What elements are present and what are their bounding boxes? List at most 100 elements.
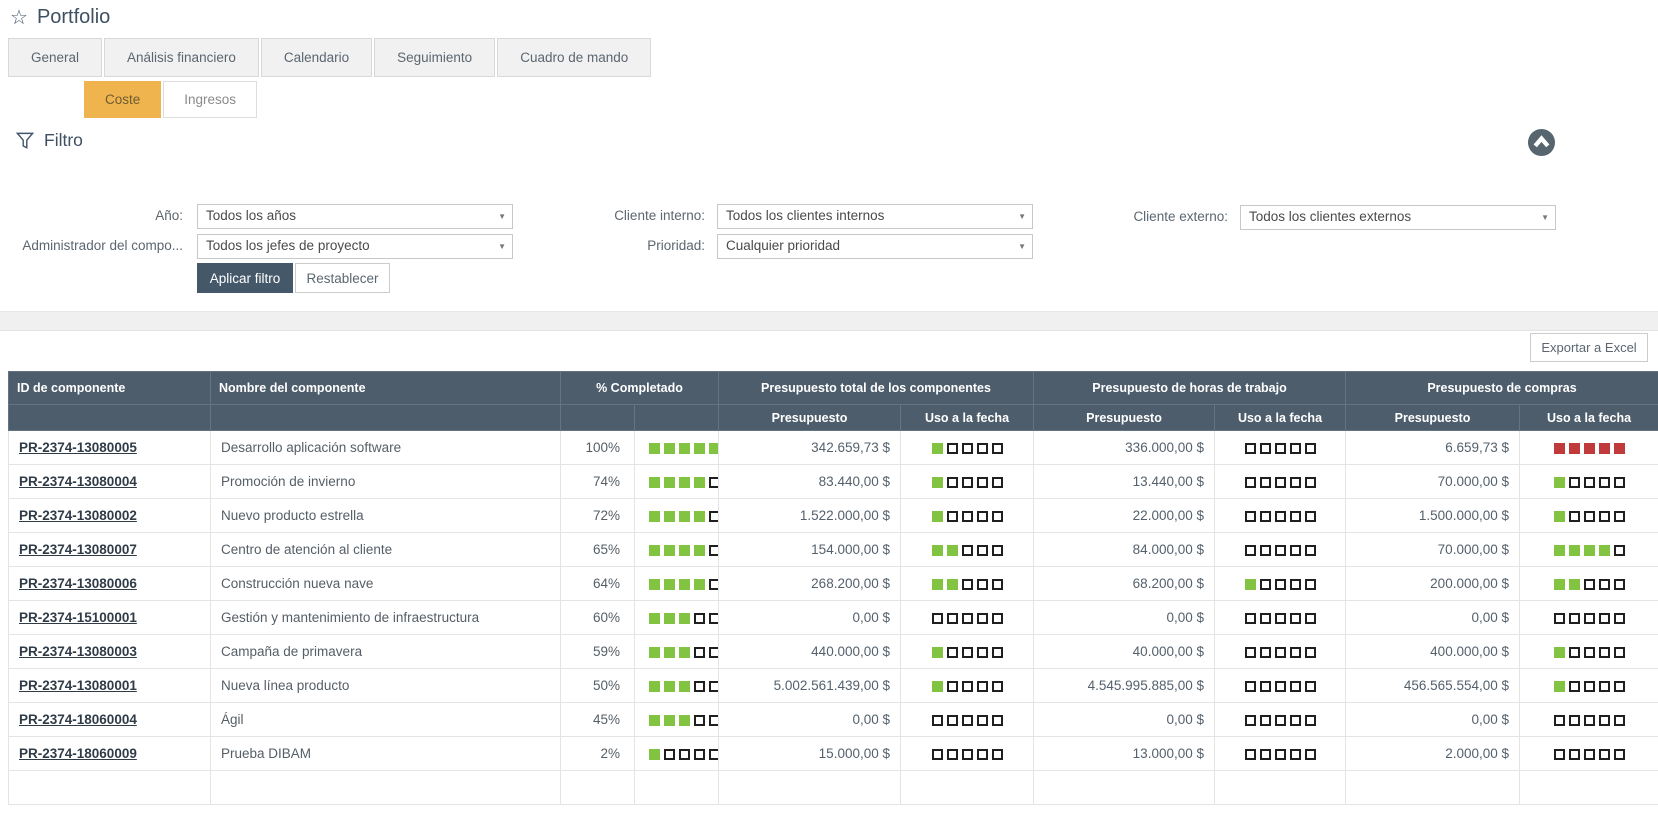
empty-square-icon [1244,714,1256,726]
empty-square-icon [1568,714,1580,726]
total-budget-usage-squares [900,498,1034,533]
purchases-budget-value: 70.000,00 $ [1345,532,1520,567]
percent-complete-squares [634,600,719,635]
component-manager-select[interactable]: Todos los jefes de proyecto ▼ [197,234,513,259]
subtab-ingresos[interactable]: Ingresos [163,81,258,118]
filled-square-icon [694,510,705,522]
empty-square-icon [1259,544,1271,556]
filled-square-icon [664,476,675,488]
hours-budget-usage-squares [1214,702,1346,737]
col-component-name[interactable]: Nombre del componente [210,371,561,405]
empty-square-icon [1598,612,1610,624]
filled-square-icon [664,714,675,726]
external-client-select[interactable]: Todos los clientes externos ▼ [1240,205,1556,230]
filled-square-icon [931,646,943,658]
total-budget-usage-squares [900,600,1034,635]
empty-square-icon [1304,748,1316,760]
empty-square-icon [1304,680,1316,692]
empty-square-icon [709,714,718,726]
tab-calendario[interactable]: Calendario [260,38,373,77]
purchases-budget-value: 70.000,00 $ [1345,464,1520,499]
chevron-down-icon: ▼ [1541,213,1549,222]
hours-budget-value: 336.000,00 $ [1033,430,1215,465]
empty-square-icon [1274,544,1286,556]
col-percent-complete[interactable]: % Completado [560,371,719,405]
subcol-compras-uso[interactable]: Uso a la fecha [1518,404,1658,431]
hours-budget-value: 68.200,00 $ [1033,566,1215,601]
collapse-up-icon [1527,128,1556,157]
filled-square-icon [679,714,690,726]
tab-analisis-financiero[interactable]: Análisis financiero [104,38,259,77]
empty-square-icon [976,714,988,726]
empty-square-icon [976,510,988,522]
table-row: PR-2374-15100001 Gestión y mantenimiento… [8,600,1658,635]
collapse-filter-button[interactable] [1527,128,1556,157]
empty-square-icon [946,476,958,488]
percent-complete-squares [634,702,719,737]
empty-square-icon [1274,714,1286,726]
filled-square-icon [679,544,690,556]
percent-complete-value: 65% [560,532,635,567]
component-id-link[interactable]: PR-2374-18060009 [19,746,137,761]
col-purchases-budget-group[interactable]: Presupuesto de compras [1344,371,1658,405]
component-id-link[interactable]: PR-2374-13080005 [19,440,137,455]
subcol-total-uso[interactable]: Uso a la fecha [900,404,1034,431]
empty-square-icon [1304,476,1316,488]
component-id-link[interactable]: PR-2374-18060004 [19,712,137,727]
component-id-link[interactable]: PR-2374-15100001 [19,610,137,625]
external-client-label: Cliente externo: [1133,209,1228,224]
hours-budget-value: 84.000,00 $ [1033,532,1215,567]
subcol-horas-presupuesto[interactable]: Presupuesto [1033,404,1215,431]
component-id-link[interactable]: PR-2374-13080007 [19,542,137,557]
subcol-total-presupuesto[interactable]: Presupuesto [718,404,901,431]
table-row: PR-2374-18060009 Prueba DIBAM 2% 15.000,… [8,736,1658,771]
table-row: PR-2374-13080004 Promoción de invierno 7… [8,464,1658,499]
star-icon[interactable]: ☆ [10,6,28,29]
empty-square-icon [961,476,973,488]
purchases-budget-usage-squares [1518,498,1658,533]
component-id-cell: PR-2374-13080007 [8,532,211,567]
empty-square-icon [1244,612,1256,624]
empty-square-icon [1259,578,1271,590]
subtab-coste[interactable]: Coste [84,81,162,118]
total-budget-value: 154.000,00 $ [718,532,901,567]
empty-square-icon [1274,510,1286,522]
col-total-budget-group[interactable]: Presupuesto total de los componentes [718,371,1034,405]
filled-square-icon [1553,680,1565,692]
apply-filter-button[interactable]: Aplicar filtro [197,263,293,293]
component-id-link[interactable]: PR-2374-13080002 [19,508,137,523]
component-id-link[interactable]: PR-2374-13080006 [19,576,137,591]
col-component-id[interactable]: ID de componente [8,371,211,405]
component-id-link[interactable]: PR-2374-13080001 [19,678,137,693]
component-id-link[interactable]: PR-2374-13080003 [19,644,137,659]
year-select[interactable]: Todos los años ▼ [197,204,513,229]
empty-cell [1214,770,1346,805]
tab-cuadro-de-mando[interactable]: Cuadro de mando [497,38,652,77]
tab-seguimiento[interactable]: Seguimiento [374,38,496,77]
filled-square-icon [931,510,943,522]
table-row: PR-2374-13080007 Centro de atención al c… [8,532,1658,567]
subcol-compras-presupuesto[interactable]: Presupuesto [1345,404,1520,431]
priority-select[interactable]: Cualquier prioridad ▼ [717,234,1033,259]
percent-complete-squares [634,430,719,465]
empty-square-icon [709,578,718,590]
export-to-excel-button[interactable]: Exportar a Excel [1530,333,1648,362]
tab-general[interactable]: General [8,38,103,77]
hours-budget-usage-squares [1214,634,1346,669]
subcol-horas-uso[interactable]: Uso a la fecha [1214,404,1346,431]
filled-square-icon [1244,578,1256,590]
internal-client-select[interactable]: Todos los clientes internos ▼ [717,204,1033,229]
total-budget-usage-squares [900,430,1034,465]
hours-budget-value: 13.440,00 $ [1033,464,1215,499]
empty-square-icon [946,510,958,522]
filled-square-icon [664,578,675,590]
empty-cell [634,770,719,805]
reset-filter-button[interactable]: Restablecer [295,263,390,293]
empty-header-cell [210,404,561,431]
empty-square-icon [1613,714,1625,726]
hours-budget-usage-squares [1214,736,1346,771]
col-hours-budget-group[interactable]: Presupuesto de horas de trabajo [1033,371,1346,405]
component-id-link[interactable]: PR-2374-13080004 [19,474,137,489]
empty-square-icon [976,680,988,692]
empty-square-icon [991,748,1003,760]
